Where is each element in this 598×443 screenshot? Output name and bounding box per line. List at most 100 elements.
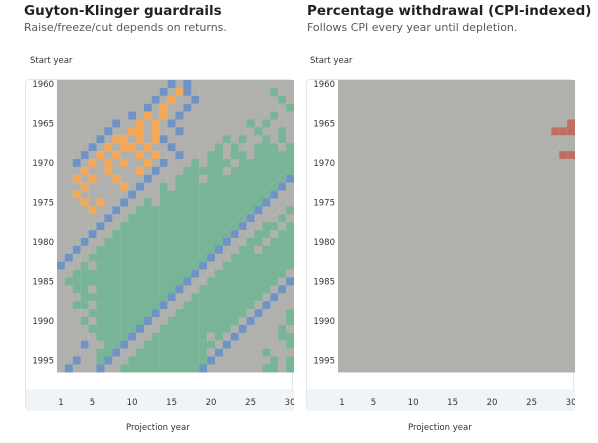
percentage-cell <box>472 159 481 168</box>
guardrails-cell <box>128 317 137 326</box>
guardrails-cell <box>72 135 81 144</box>
percentage-cell <box>377 198 386 207</box>
guardrails-cell <box>183 324 192 333</box>
guardrails-cell <box>230 80 239 89</box>
guardrails-cell <box>191 348 200 357</box>
guardrails-cell <box>215 317 224 326</box>
guardrails-cell <box>151 198 160 207</box>
percentage-cell <box>543 277 552 286</box>
percentage-cell <box>369 103 378 112</box>
guardrails-cell <box>286 166 294 175</box>
guardrails-cell <box>80 159 89 168</box>
percentage-cell <box>519 301 528 310</box>
guardrails-cell <box>112 277 121 286</box>
guardrails-cell <box>183 95 192 104</box>
percentage-cell <box>424 127 433 136</box>
percentage-cell <box>559 324 568 333</box>
percentage-cell <box>353 245 362 254</box>
percentage-cell <box>338 245 347 254</box>
percentage-cell <box>361 111 370 120</box>
guardrails-cell <box>286 182 294 191</box>
percentage-cell <box>503 151 512 160</box>
guardrails-cell <box>80 127 89 136</box>
percentage-cell <box>361 206 370 215</box>
guardrails-cell <box>159 182 168 191</box>
guardrails-cell <box>120 293 129 302</box>
guardrails-cell <box>222 143 231 152</box>
percentage-cell <box>503 230 512 239</box>
guardrails-cell <box>238 151 247 160</box>
percentage-cell <box>338 238 347 247</box>
guardrails-cell <box>143 198 152 207</box>
guardrails-cell <box>167 293 176 302</box>
guardrails-cell <box>278 111 287 120</box>
guardrails-cell <box>230 340 239 349</box>
guardrails-cell <box>151 214 160 223</box>
guardrails-cell <box>167 80 176 89</box>
guardrails-cell <box>143 238 152 247</box>
guardrails-cell <box>254 332 263 341</box>
guardrails-cell <box>72 95 81 104</box>
percentage-cell <box>456 151 465 160</box>
percentage-cell <box>377 277 386 286</box>
percentage-cell <box>432 277 441 286</box>
percentage-cell <box>369 253 378 262</box>
guardrails-cell <box>175 269 184 278</box>
percentage-cell <box>559 340 568 349</box>
guardrails-cell <box>96 348 105 357</box>
guardrails-cell <box>136 222 145 231</box>
guardrails-cell <box>215 222 224 231</box>
guardrails-cell <box>136 261 145 270</box>
guardrails-cell <box>286 230 294 239</box>
percentage-cell <box>567 174 575 183</box>
percentage-cell <box>511 166 520 175</box>
guardrails-cell <box>143 301 152 310</box>
guardrails-cell <box>143 340 152 349</box>
guardrails-cell <box>128 143 137 152</box>
percentage-cell <box>409 151 418 160</box>
guardrails-cell <box>88 253 97 262</box>
guardrails-cell <box>80 166 89 175</box>
percentage-cell <box>456 285 465 294</box>
guardrails-cell <box>136 119 145 128</box>
guardrails-cell <box>80 214 89 223</box>
guardrails-cell <box>191 119 200 128</box>
percentage-cell <box>401 214 410 223</box>
percentage-cell <box>432 174 441 183</box>
percentage-cell <box>432 324 441 333</box>
percentage-cell <box>424 222 433 231</box>
guardrails-y-tick-label: 1985 <box>32 278 54 288</box>
guardrails-cell <box>246 111 255 120</box>
guardrails-cell <box>191 293 200 302</box>
guardrails-cell <box>246 198 255 207</box>
percentage-cell <box>472 293 481 302</box>
percentage-cell <box>345 340 354 349</box>
percentage-cell <box>456 222 465 231</box>
percentage-cell <box>543 222 552 231</box>
percentage-cell <box>551 356 560 365</box>
percentage-cell <box>345 190 354 199</box>
guardrails-cell <box>238 214 247 223</box>
guardrails-cell <box>254 95 263 104</box>
guardrails-cell <box>175 95 184 104</box>
guardrails-cell <box>207 151 216 160</box>
percentage-cell <box>551 143 560 152</box>
guardrails-cell <box>159 174 168 183</box>
percentage-cell <box>345 159 354 168</box>
guardrails-x-tick-label: 5 <box>90 398 95 408</box>
guardrails-cell <box>136 190 145 199</box>
guardrails-cell <box>128 348 137 357</box>
guardrails-cell <box>167 214 176 223</box>
guardrails-cell <box>238 174 247 183</box>
guardrails-cell <box>64 159 73 168</box>
percentage-cell <box>472 348 481 357</box>
percentage-cell <box>338 80 347 89</box>
percentage-cell <box>385 261 394 270</box>
guardrails-cell <box>270 230 279 239</box>
percentage-cell <box>361 324 370 333</box>
guardrails-cell <box>88 301 97 310</box>
percentage-cell <box>417 103 426 112</box>
guardrails-cell <box>207 230 216 239</box>
percentage-cell <box>464 261 473 270</box>
guardrails-cell <box>278 127 287 136</box>
